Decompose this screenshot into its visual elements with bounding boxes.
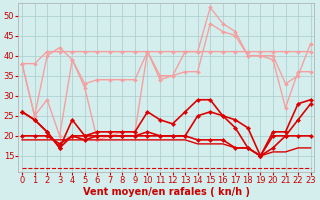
X-axis label: Vent moyen/en rafales ( kn/h ): Vent moyen/en rafales ( kn/h ) bbox=[83, 187, 250, 197]
